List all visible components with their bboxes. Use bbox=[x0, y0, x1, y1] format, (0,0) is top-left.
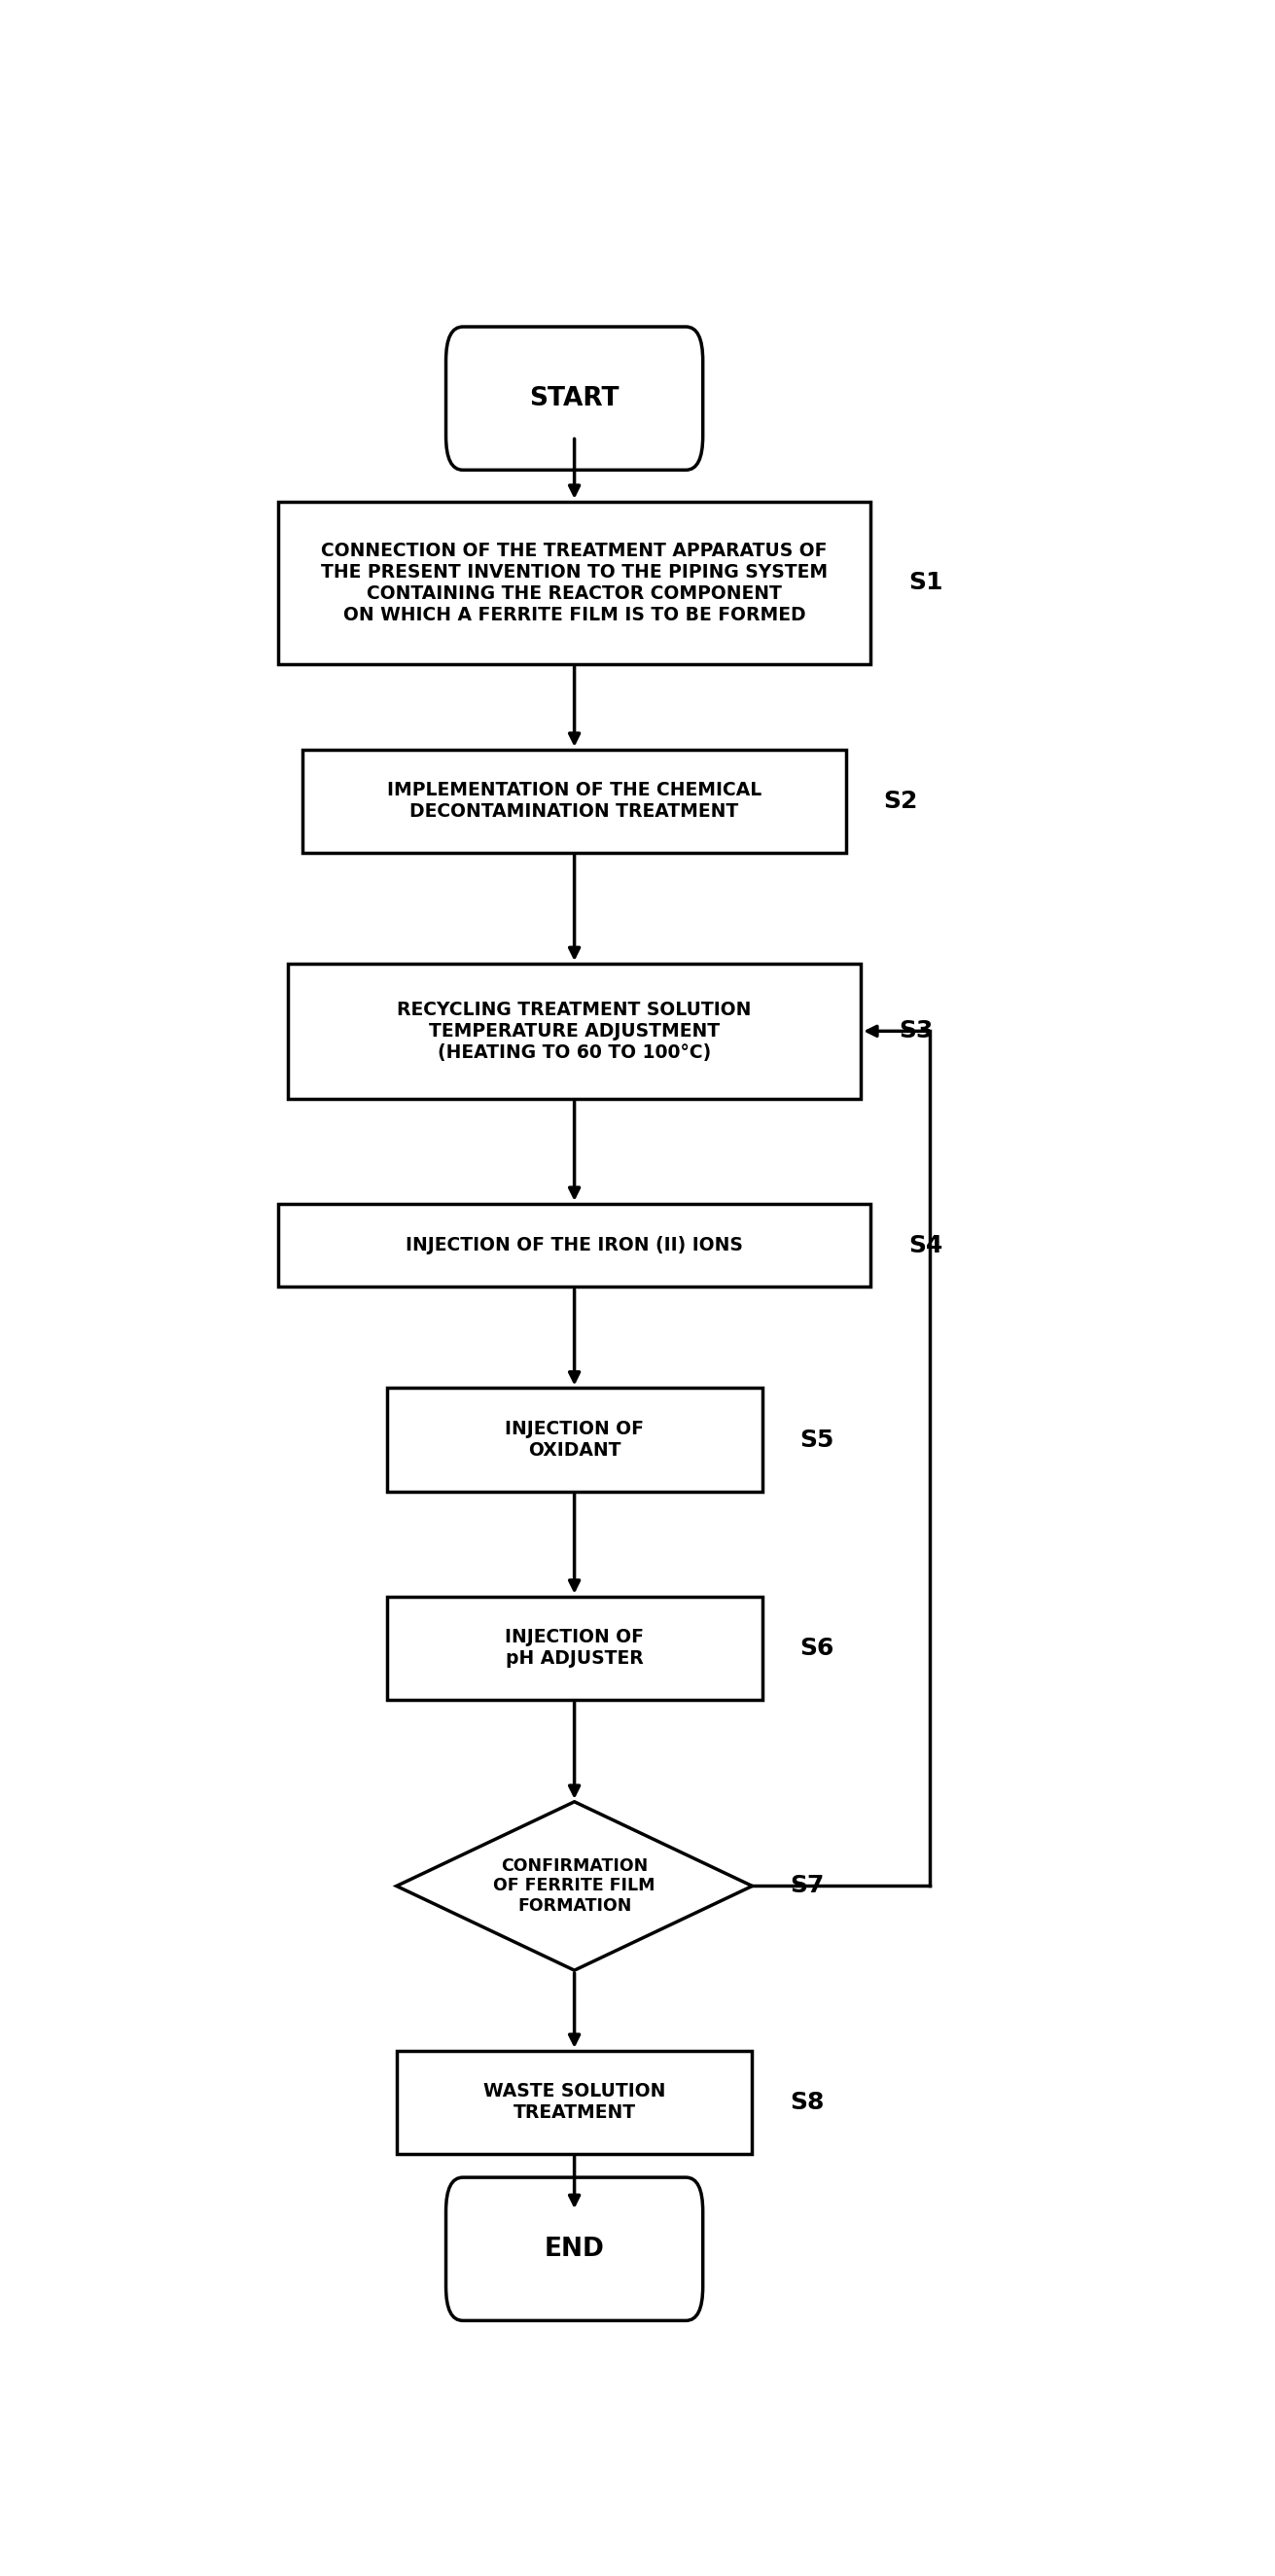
Text: S1: S1 bbox=[908, 572, 944, 595]
Text: START: START bbox=[529, 386, 620, 412]
Text: IMPLEMENTATION OF THE CHEMICAL
DECONTAMINATION TREATMENT: IMPLEMENTATION OF THE CHEMICAL DECONTAMI… bbox=[388, 781, 761, 822]
Text: CONNECTION OF THE TREATMENT APPARATUS OF
THE PRESENT INVENTION TO THE PIPING SYS: CONNECTION OF THE TREATMENT APPARATUS OF… bbox=[321, 541, 827, 623]
Text: S2: S2 bbox=[884, 788, 918, 811]
Text: CONFIRMATION
OF FERRITE FILM
FORMATION: CONFIRMATION OF FERRITE FILM FORMATION bbox=[493, 1857, 655, 1914]
Text: S8: S8 bbox=[789, 2092, 824, 2115]
Text: INJECTION OF
pH ADJUSTER: INJECTION OF pH ADJUSTER bbox=[505, 1628, 644, 1667]
Polygon shape bbox=[397, 1801, 752, 1971]
FancyBboxPatch shape bbox=[446, 2177, 703, 2321]
Bar bbox=[278, 502, 871, 665]
Bar bbox=[397, 2050, 752, 2154]
Bar bbox=[278, 1203, 871, 1288]
Text: S4: S4 bbox=[908, 1234, 942, 1257]
Text: S7: S7 bbox=[789, 1875, 824, 1899]
Bar bbox=[386, 1597, 762, 1700]
Text: S3: S3 bbox=[899, 1020, 933, 1043]
Text: S5: S5 bbox=[799, 1427, 834, 1450]
Text: RECYCLING TREATMENT SOLUTION
TEMPERATURE ADJUSTMENT
(HEATING TO 60 TO 100°C): RECYCLING TREATMENT SOLUTION TEMPERATURE… bbox=[398, 999, 751, 1061]
Text: INJECTION OF
OXIDANT: INJECTION OF OXIDANT bbox=[505, 1419, 644, 1461]
Text: INJECTION OF THE IRON (II) IONS: INJECTION OF THE IRON (II) IONS bbox=[405, 1236, 743, 1255]
Bar bbox=[288, 963, 861, 1097]
FancyBboxPatch shape bbox=[446, 327, 703, 469]
Text: WASTE SOLUTION
TREATMENT: WASTE SOLUTION TREATMENT bbox=[483, 2081, 666, 2123]
Text: S6: S6 bbox=[799, 1636, 834, 1659]
Bar bbox=[302, 750, 847, 853]
Text: END: END bbox=[544, 2236, 604, 2262]
Bar bbox=[386, 1388, 762, 1492]
